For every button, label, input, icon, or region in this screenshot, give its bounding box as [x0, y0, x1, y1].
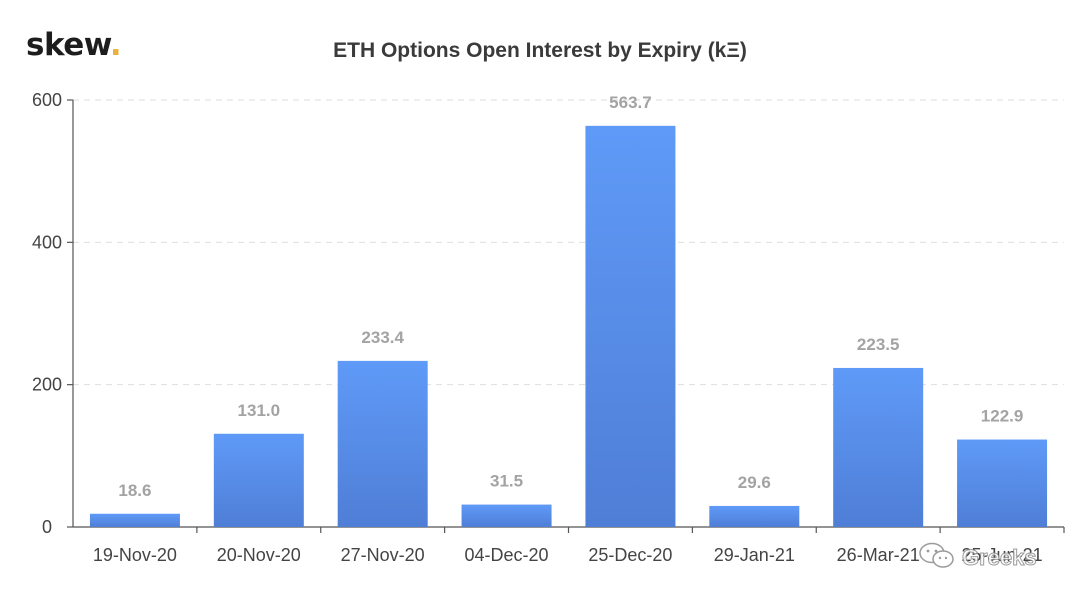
- wechat-icon: [918, 541, 956, 576]
- data-labels: 18.6 131.0 233.4 31.5 563.7 29.6 223.5 122.9: [118, 93, 1023, 500]
- bar-29-jan-21: [709, 505, 800, 527]
- x-tick-label: 25-Jun-21: [962, 545, 1043, 565]
- y-tick-label: 200: [32, 375, 62, 395]
- data-label: 233.4: [361, 328, 404, 347]
- x-tick-label: 25-Dec-20: [588, 545, 672, 565]
- watermark: Greeks: [918, 541, 1037, 575]
- x-tick-label: 19-Nov-20: [93, 545, 177, 565]
- x-tick-label: 27-Nov-20: [341, 545, 425, 565]
- data-label: 29.6: [738, 473, 771, 492]
- bar-04-dec-20: [461, 504, 552, 527]
- y-tick-label: 400: [32, 232, 62, 252]
- logo-dot: .: [109, 27, 122, 63]
- data-label: 131.0: [238, 401, 281, 420]
- data-label: 31.5: [490, 472, 523, 491]
- logo-text: skew: [26, 27, 110, 63]
- brand-logo: skew.: [26, 27, 122, 63]
- bar-19-nov-20: [89, 513, 180, 527]
- watermark-text: Greeks: [962, 545, 1038, 571]
- bar-25-dec-20: [585, 125, 676, 527]
- data-label: 18.6: [118, 481, 151, 500]
- bar-20-nov-20: [213, 433, 304, 527]
- x-tick-label: 26-Mar-21: [837, 545, 920, 565]
- y-tick-label: 600: [32, 90, 62, 110]
- data-label: 122.9: [981, 407, 1024, 426]
- bars: [89, 125, 1048, 527]
- data-label: 563.7: [609, 93, 652, 112]
- bar-26-mar-21: [833, 367, 924, 527]
- bar-25-jun-21: [957, 439, 1048, 527]
- x-tick-label: 20-Nov-20: [217, 545, 301, 565]
- y-tick-label: 0: [42, 517, 52, 537]
- grid-lines: [73, 99, 1064, 386]
- bar-27-nov-20: [337, 360, 428, 527]
- chart-title: ETH Options Open Interest by Expiry (kΞ): [333, 39, 747, 62]
- data-label: 223.5: [857, 335, 900, 354]
- x-tick-label: 04-Dec-20: [465, 545, 549, 565]
- tick-labels: 0 200 400 600 19-Nov-20 20-Nov-20 27-Nov-20 04-…: [32, 90, 1043, 565]
- x-tick-label: 29-Jan-21: [714, 545, 795, 565]
